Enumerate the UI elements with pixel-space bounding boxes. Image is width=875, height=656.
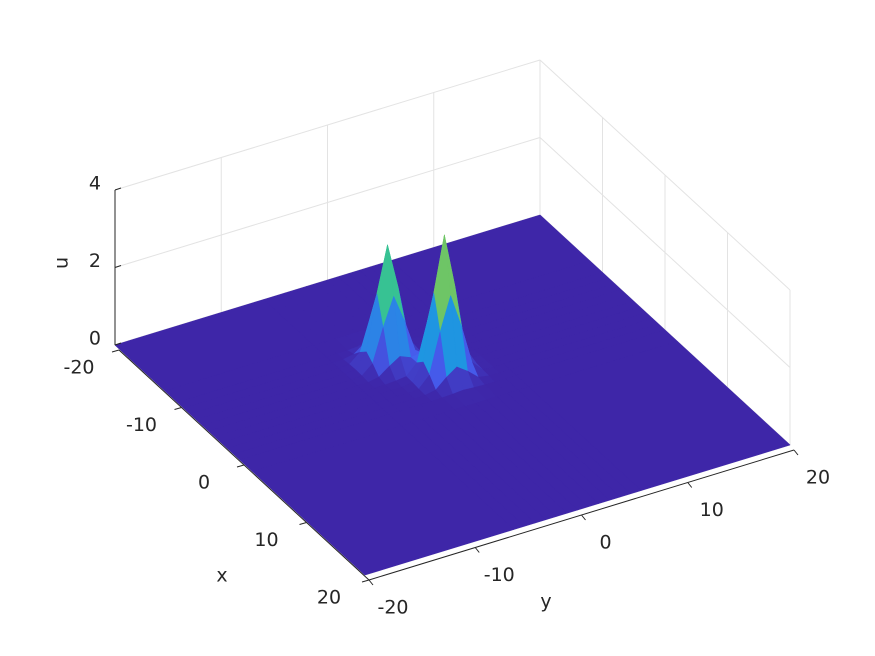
y-tick [368, 579, 374, 586]
grid-line [539, 137, 791, 368]
y-tick-label: -20 [377, 597, 408, 619]
y-axis-label: y [540, 591, 551, 613]
x-tick-label: 0 [198, 472, 210, 494]
z-tick-label: 0 [89, 328, 101, 350]
z-tick-label: 2 [89, 250, 101, 272]
x-tick [236, 464, 245, 468]
x-tick-label: -20 [63, 357, 94, 379]
y-tick [581, 514, 586, 521]
y-tick-label: -10 [484, 564, 515, 586]
x-tick [174, 407, 182, 410]
y-tick [687, 482, 693, 488]
y-tick [793, 449, 799, 456]
x-tick-label: 10 [254, 529, 278, 551]
y-tick-label: 0 [599, 532, 611, 554]
surface-patch [252, 425, 515, 576]
x-tick [111, 349, 120, 353]
grid-line [114, 59, 541, 191]
x-tick [299, 522, 307, 525]
z-tick-label: 4 [89, 173, 101, 195]
y-tick-label: 20 [806, 467, 830, 489]
x-tick [361, 579, 370, 583]
x-axis-label: x [216, 565, 227, 587]
z-tick [114, 342, 122, 346]
z-tick [114, 187, 122, 191]
z-axis-label: u [51, 257, 73, 269]
x-tick-label: 20 [317, 587, 341, 609]
x-tick-label: -10 [126, 414, 157, 436]
grid-line [114, 137, 541, 268]
grid-line [539, 59, 791, 291]
y-tick-label: 10 [700, 499, 724, 521]
y-tick [474, 547, 480, 553]
z-tick [114, 265, 122, 268]
